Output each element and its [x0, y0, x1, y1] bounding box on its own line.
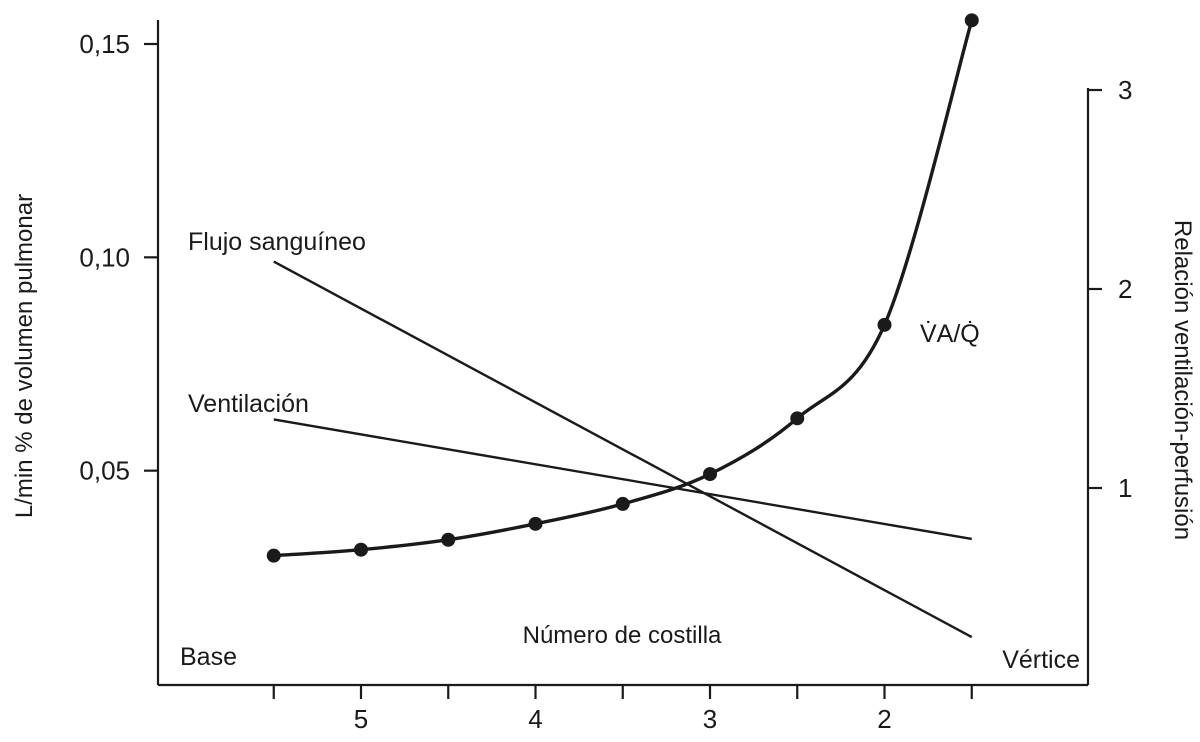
axes: 5 4 3 2 0,15 0,10 0,05 3 2 1 — [79, 20, 1132, 734]
y-left-tick-label-1: 0,10 — [79, 242, 130, 272]
series-line-0 — [273, 260, 973, 639]
y-left-tick-label-0: 0,15 — [79, 29, 130, 59]
data-point-2-1 — [354, 542, 368, 557]
y-right-tick-label-0: 3 — [1118, 75, 1132, 105]
y-left-axis-title: L/min % de volumen pulmonar — [11, 194, 38, 518]
data-point-2-2 — [441, 532, 456, 547]
y-right-axis-title: Relación ventilación-perfusión — [1169, 220, 1196, 540]
series-label-ventilacion: Ventilación — [188, 390, 309, 418]
series-curve-2 — [273, 19, 974, 558]
data-point-2-7 — [877, 317, 892, 332]
series-line-1 — [273, 418, 972, 541]
x-end-label-base: Base — [180, 643, 237, 671]
x-tick-label-2: 2 — [877, 704, 891, 734]
data-point-2-4 — [615, 496, 630, 511]
x-end-label-vertice: Vértice — [1002, 646, 1080, 674]
y-right-tick-label-2: 1 — [1118, 473, 1132, 503]
data-point-2-6 — [790, 411, 805, 426]
data-point-2-8 — [964, 13, 979, 28]
series-layer — [266, 13, 979, 639]
series-label-va-q: V̇A/Q̇ — [920, 319, 980, 348]
data-point-2-0 — [266, 548, 281, 563]
series-label-flujo: Flujo sanguíneo — [188, 228, 366, 256]
y-left-tick-label-2: 0,05 — [79, 456, 130, 486]
x-axis-title: Número de costilla — [523, 622, 722, 649]
x-tick-label-5: 5 — [354, 704, 368, 734]
y-right-tick-label-1: 2 — [1118, 274, 1132, 304]
x-tick-label-3: 3 — [703, 704, 717, 734]
x-tick-label-4: 4 — [528, 704, 542, 734]
labels-layer: Número de costilla Base Vértice L/min % … — [11, 194, 1196, 674]
data-point-2-5 — [703, 467, 717, 482]
data-point-2-3 — [528, 516, 543, 531]
